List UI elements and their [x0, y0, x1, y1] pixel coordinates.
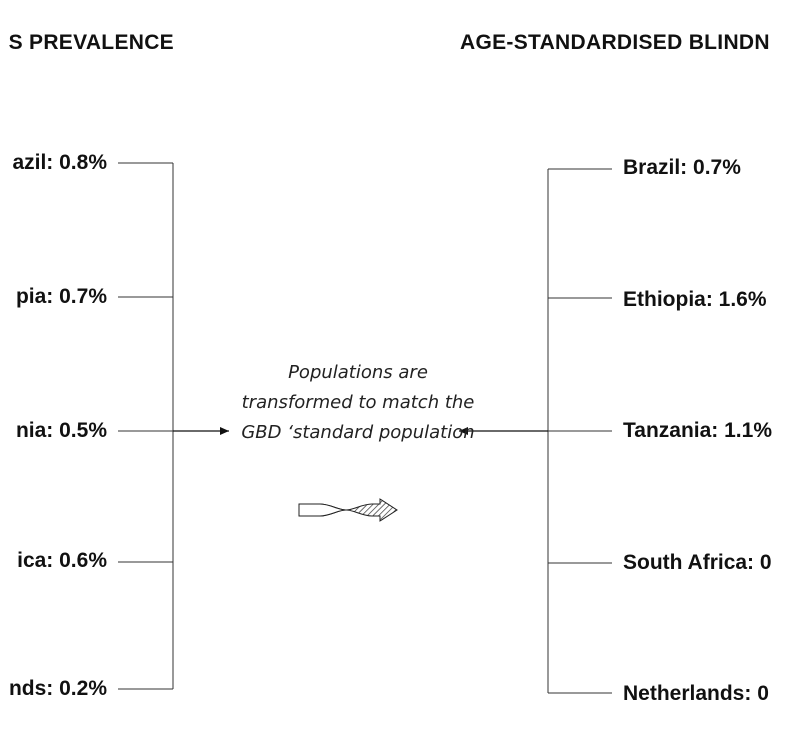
left-column-heading: S PREVALENCE: [8, 31, 174, 54]
right-item-4: South Africa: 0: [623, 551, 772, 574]
right-item-2: Ethiopia: 1.6%: [623, 288, 767, 311]
left-bracket: [118, 162, 174, 690]
transform-arrow-icon: [298, 498, 398, 522]
right-item-1: Brazil: 0.7%: [623, 156, 741, 179]
left-item-3: nia: 0.5%: [15, 419, 107, 442]
left-item-1: azil: 0.8%: [12, 151, 107, 174]
right-column-heading: AGE-STANDARDISED BLINDN: [460, 31, 770, 54]
right-bracket: [547, 168, 612, 694]
right-item-5: Netherlands: 0: [623, 682, 769, 705]
left-item-4: ica: 0.6%: [17, 549, 107, 572]
left-item-2: pia: 0.7%: [15, 285, 107, 308]
right-item-3: Tanzania: 1.1%: [623, 419, 772, 442]
transformation-note: Populations are transformed to match the…: [241, 362, 475, 443]
left-item-5: nds: 0.2%: [8, 677, 107, 700]
